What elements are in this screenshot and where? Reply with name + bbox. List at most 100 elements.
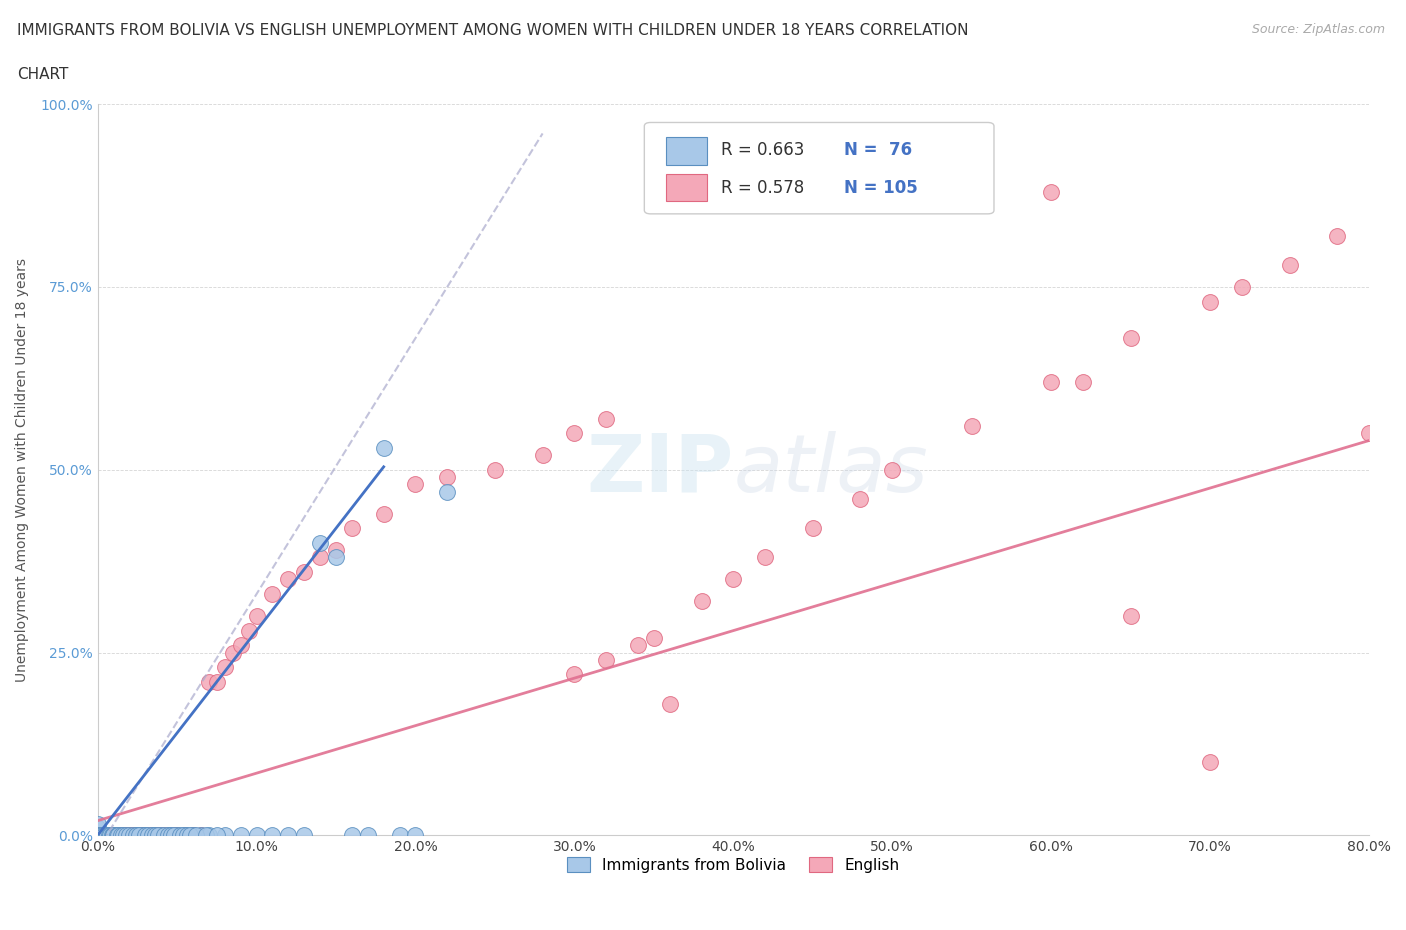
Point (595, 411, 617, 426)
Point (86, 828, 108, 843)
Point (340, 828, 363, 843)
Point (110, 828, 132, 843)
Point (86, 828, 108, 843)
Point (1040, 184, 1063, 199)
Point (198, 828, 221, 843)
Point (86, 820, 108, 835)
Point (595, 653, 617, 668)
Point (131, 828, 153, 843)
Point (98, 828, 121, 843)
Point (103, 828, 125, 843)
Point (108, 828, 131, 843)
Point (115, 828, 138, 843)
Point (166, 828, 188, 843)
Point (101, 828, 124, 843)
Point (1071, 375, 1094, 390)
Point (103, 828, 125, 843)
Point (172, 828, 194, 843)
Point (181, 828, 204, 843)
Point (292, 565, 315, 579)
Point (90, 828, 112, 843)
Point (221, 645, 243, 660)
Point (214, 659, 236, 674)
Point (564, 667, 586, 682)
Point (86, 828, 108, 843)
Point (89, 828, 111, 843)
Point (93, 828, 115, 843)
Point (91, 828, 114, 843)
Point (245, 608, 267, 623)
Point (128, 828, 150, 843)
Point (627, 638, 650, 653)
Point (1199, 294, 1222, 309)
Point (86, 828, 108, 843)
Point (436, 485, 458, 499)
Point (89, 828, 111, 843)
Point (1358, 426, 1381, 441)
Point (91, 828, 114, 843)
Point (125, 828, 148, 843)
Point (112, 828, 135, 843)
Point (86, 817, 108, 831)
Point (205, 674, 228, 689)
Text: Source: ZipAtlas.com: Source: ZipAtlas.com (1251, 23, 1385, 36)
Point (142, 828, 165, 843)
Point (262, 587, 284, 602)
Point (1119, 608, 1142, 623)
Point (176, 828, 198, 843)
Point (114, 828, 136, 843)
Point (141, 828, 163, 843)
Point (86, 828, 108, 843)
Point (340, 521, 363, 536)
Point (89, 828, 111, 843)
Point (129, 828, 152, 843)
Point (134, 828, 156, 843)
Point (93, 828, 115, 843)
Point (146, 828, 169, 843)
Point (86, 828, 108, 843)
Point (86, 828, 108, 843)
Point (157, 828, 180, 843)
Point (121, 828, 143, 843)
Point (143, 828, 166, 843)
Text: R = 0.578: R = 0.578 (721, 179, 804, 197)
Point (134, 828, 156, 843)
Point (121, 828, 143, 843)
Point (117, 828, 139, 843)
Point (107, 828, 129, 843)
FancyBboxPatch shape (666, 137, 707, 165)
Point (277, 828, 299, 843)
Point (229, 638, 252, 653)
Point (97, 828, 120, 843)
Point (181, 828, 204, 843)
Point (86, 828, 108, 843)
Point (179, 828, 201, 843)
Point (277, 572, 299, 587)
Point (134, 828, 156, 843)
Point (163, 828, 186, 843)
Point (91, 828, 114, 843)
Point (174, 828, 197, 843)
Point (86, 828, 108, 843)
Point (90, 828, 112, 843)
Point (98, 828, 121, 843)
Point (107, 828, 129, 843)
Point (101, 828, 124, 843)
Point (325, 543, 347, 558)
Point (86, 828, 108, 843)
Point (138, 828, 160, 843)
Point (118, 828, 141, 843)
Point (90, 828, 112, 843)
Point (86, 828, 108, 843)
Point (131, 828, 153, 843)
Point (205, 828, 228, 843)
Point (262, 828, 284, 843)
Text: CHART: CHART (17, 67, 69, 82)
Point (174, 828, 197, 843)
Point (120, 828, 142, 843)
Point (388, 828, 411, 843)
FancyBboxPatch shape (644, 123, 994, 214)
Point (86, 828, 108, 843)
Point (1199, 755, 1222, 770)
Point (105, 828, 128, 843)
